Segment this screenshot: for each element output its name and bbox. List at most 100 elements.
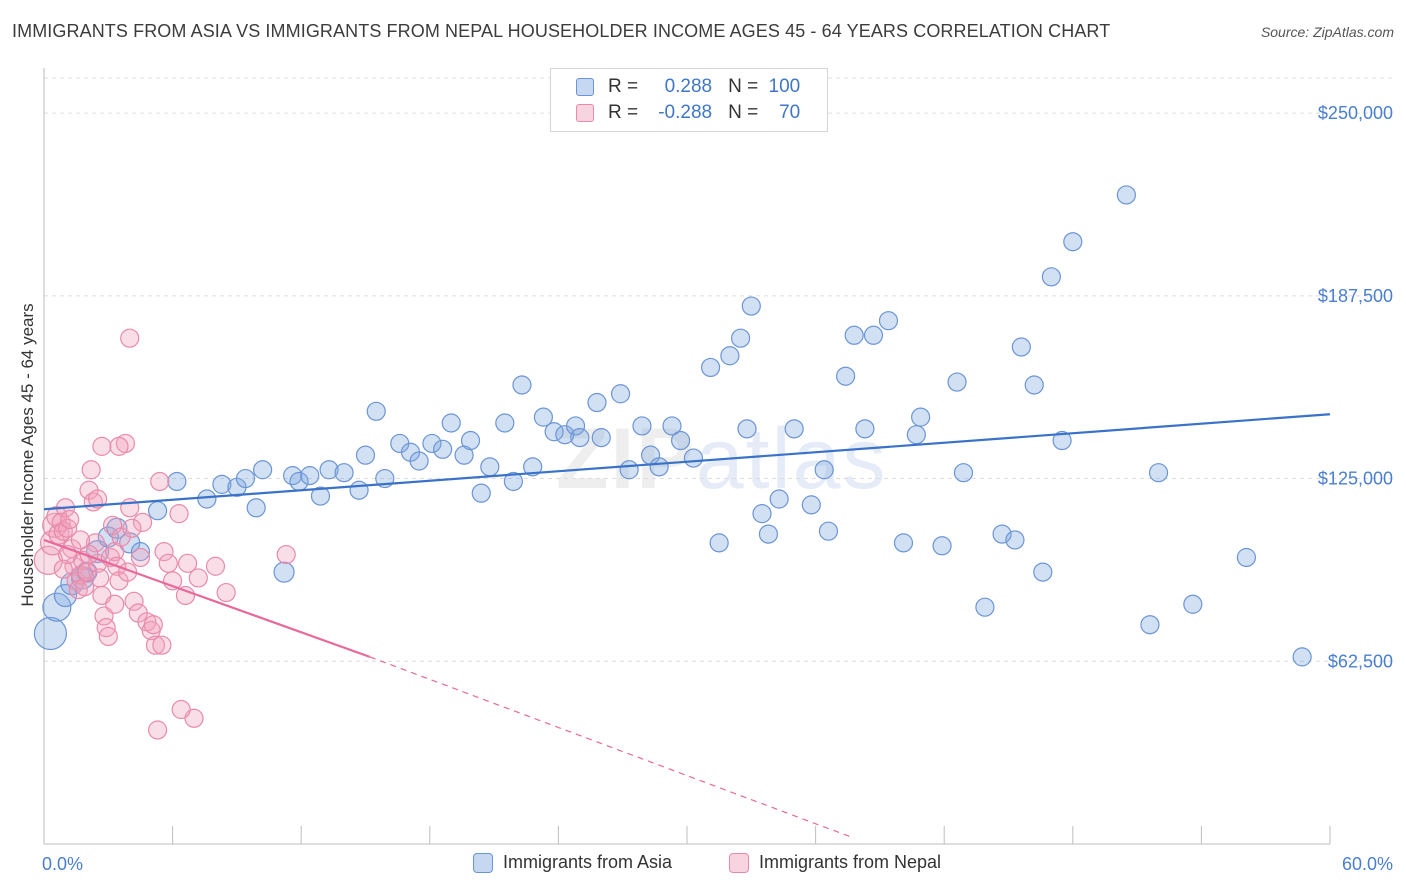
nepal-point xyxy=(158,553,178,573)
nepal-point xyxy=(60,509,80,530)
asia-point xyxy=(570,428,590,448)
source-credit: Source: ZipAtlas.com xyxy=(1260,24,1394,40)
nepal-point xyxy=(276,544,296,565)
correlation-legend: R = 0.288 N = 100 R = -0.288 N = 70 xyxy=(550,68,828,132)
x-tick-label: 0.0% xyxy=(42,854,83,874)
nepal-point xyxy=(145,635,166,655)
asia-point xyxy=(1041,267,1061,287)
asia-point xyxy=(471,483,491,503)
asia-point xyxy=(1148,463,1169,483)
watermark: ZIPatlas xyxy=(556,410,887,509)
series-legend-swatch-asia xyxy=(473,852,493,873)
asia-point xyxy=(1024,375,1044,395)
asia-point xyxy=(911,407,931,427)
y-axis-title: Householder Income Ages 45 - 64 years xyxy=(18,303,37,606)
asia-point xyxy=(769,489,789,509)
nepal-point xyxy=(132,512,153,532)
axes xyxy=(43,68,1331,845)
nepal-point xyxy=(143,615,163,635)
x-tick-label: 60.0% xyxy=(1342,854,1393,874)
asia-point xyxy=(355,445,376,465)
asia-point xyxy=(422,433,442,454)
series-legend-swatch-nepal xyxy=(729,852,749,873)
nepal-point xyxy=(79,544,99,565)
nepal-point xyxy=(178,553,198,573)
asia-point xyxy=(53,583,78,608)
series-asia-points xyxy=(33,185,1312,667)
nepal-point xyxy=(109,436,129,456)
asia-point xyxy=(662,416,682,436)
nepal-point xyxy=(53,559,73,579)
asia-point xyxy=(503,471,523,492)
asia-point xyxy=(741,296,761,316)
asia-point xyxy=(855,419,875,439)
nepal-point xyxy=(70,530,91,550)
y-tick-label: $62,500 xyxy=(1328,651,1393,671)
asia-point xyxy=(670,430,691,451)
legend-n-label: N = xyxy=(728,102,759,123)
nepal-point xyxy=(188,568,208,588)
nepal-point xyxy=(90,568,110,588)
asia-point xyxy=(1011,337,1031,357)
asia-point xyxy=(720,346,740,366)
watermark-zip: ZIP xyxy=(556,411,696,507)
series-legend: Immigrants from Asia Immigrants from Nep… xyxy=(0,852,1406,878)
trend-line-nepal xyxy=(43,538,371,658)
legend-r-label: R = xyxy=(608,102,639,123)
asia-point xyxy=(33,616,68,651)
legend-r-label: R = xyxy=(608,76,639,97)
asia-point xyxy=(953,463,974,483)
asia-point xyxy=(130,542,151,562)
trend-line-asia xyxy=(43,413,1331,511)
asia-point xyxy=(709,533,729,553)
asia-point xyxy=(587,392,607,413)
series-legend-label-asia: Immigrants from Asia xyxy=(503,852,673,872)
nepal-point xyxy=(87,489,108,509)
series-legend-asia[interactable]: Immigrants from Asia xyxy=(473,852,672,873)
asia-point xyxy=(758,524,779,544)
asia-point xyxy=(649,457,669,477)
nepal-point xyxy=(154,542,174,562)
asia-point xyxy=(460,430,481,451)
asia-point xyxy=(878,311,899,331)
asia-point xyxy=(310,486,331,506)
asia-point xyxy=(1033,562,1053,582)
nepal-point xyxy=(92,436,112,456)
nepal-point xyxy=(98,626,118,647)
trend-line-nepal-extension xyxy=(369,656,855,839)
nepal-point xyxy=(85,533,106,553)
legend-r-value-nepal: -0.288 xyxy=(658,102,713,123)
series-legend-nepal[interactable]: Immigrants from Nepal xyxy=(729,852,941,873)
asia-point xyxy=(409,451,429,471)
asia-point xyxy=(863,325,884,345)
asia-point xyxy=(42,592,72,622)
asia-point xyxy=(253,460,273,480)
legend-r-value-asia: 0.288 xyxy=(664,76,713,97)
y-tick-label: $187,500 xyxy=(1318,286,1393,306)
asia-point xyxy=(975,597,995,617)
nepal-point xyxy=(169,504,189,524)
legend-n-value-asia: 100 xyxy=(768,76,801,97)
asia-point xyxy=(300,466,320,486)
nepal-point xyxy=(152,635,172,655)
asia-point xyxy=(619,460,639,480)
asia-point xyxy=(246,498,266,518)
asia-point xyxy=(480,457,500,477)
legend-n-label: N = xyxy=(728,76,759,97)
asia-point xyxy=(212,474,232,494)
asia-point xyxy=(1116,185,1136,205)
asia-point xyxy=(844,325,864,345)
chart-title: IMMIGRANTS FROM ASIA VS IMMIGRANTS FROM … xyxy=(12,21,1111,41)
legend-row-nepal: R = -0.288 N = 70 xyxy=(576,100,800,126)
nepal-point xyxy=(150,471,170,492)
asia-point xyxy=(544,422,564,442)
nepal-point xyxy=(105,594,125,614)
nepal-point xyxy=(81,460,101,480)
asia-point xyxy=(752,504,772,524)
asia-point xyxy=(632,416,652,436)
nepal-point xyxy=(175,585,196,606)
nepal-point xyxy=(120,328,140,348)
asia-point xyxy=(197,489,217,509)
asia-point xyxy=(591,428,611,448)
